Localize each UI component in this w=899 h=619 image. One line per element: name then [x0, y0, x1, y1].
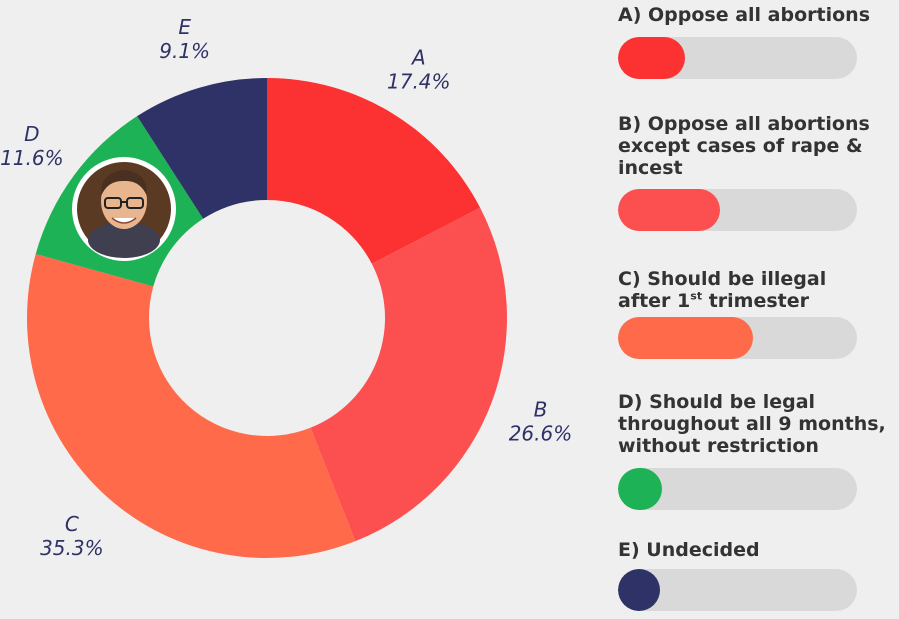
legend-bar-c — [618, 317, 857, 359]
legend-item-a: A) Oppose all abortions — [618, 4, 899, 79]
legend-item-c: C) Should be illegal after 1st trimester — [618, 268, 899, 359]
slice-category-label-b: B — [534, 397, 548, 421]
slice-value-label-d: 11.6% — [0, 146, 64, 170]
legend-item-d: D) Should be legal throughout all 9 mont… — [618, 391, 899, 510]
legend-item-e: E) Undecided — [618, 539, 899, 611]
legend-label-b-line2: except cases of rape & — [618, 135, 863, 157]
legend-bar-fill-d — [618, 468, 663, 510]
legend-bar-b — [618, 189, 857, 231]
slice-value-label-b: 26.6% — [509, 421, 573, 445]
donut-slice-a — [267, 78, 481, 264]
legend-label-b-line1: B) Oppose all abortions — [618, 113, 870, 135]
donut-slice-e — [137, 78, 267, 219]
legend-label-d-line3: without restriction — [618, 435, 819, 457]
slice-category-label-d: D — [24, 122, 39, 146]
donut-slice-c — [26, 253, 356, 558]
legend-label-c-line2: after 1st trimester — [618, 289, 809, 312]
legend-bar-a — [618, 37, 857, 79]
slice-category-label-e: E — [178, 15, 191, 39]
legend-label-b-line3: incest — [618, 157, 683, 179]
legend-bar-fill-b — [618, 189, 720, 231]
legend-label-e: E) Undecided — [618, 539, 760, 561]
legend-label-d-line2: throughout all 9 months, — [618, 413, 886, 435]
legend-bar-fill-c — [618, 317, 753, 359]
donut-slice-b — [310, 207, 508, 542]
slice-value-label-a: 17.4% — [387, 70, 451, 94]
legend-label-d-line1: D) Should be legal — [618, 391, 816, 413]
slice-value-label-c: 35.3% — [40, 536, 104, 560]
legend-bar-fill-a — [618, 37, 685, 79]
legend: A) Oppose all abortions B) Oppose all ab… — [618, 0, 899, 619]
legend-label-a: A) Oppose all abortions — [618, 4, 871, 26]
legend-bar-d — [618, 468, 857, 510]
legend-bar-e — [618, 569, 857, 611]
legend-item-b: B) Oppose all abortions except cases of … — [618, 113, 899, 231]
slice-category-label-a: A — [410, 46, 426, 70]
legend-bar-fill-e — [618, 569, 660, 611]
portrait-photo — [72, 157, 176, 261]
slice-value-label-e: 9.1% — [159, 39, 210, 63]
donut-chart: A17.4% B26.6% C35.3% D11.6% E9.1% — [0, 15, 573, 560]
slice-category-label-c: C — [65, 512, 79, 536]
legend-label-c-line1: C) Should be illegal — [618, 268, 827, 290]
